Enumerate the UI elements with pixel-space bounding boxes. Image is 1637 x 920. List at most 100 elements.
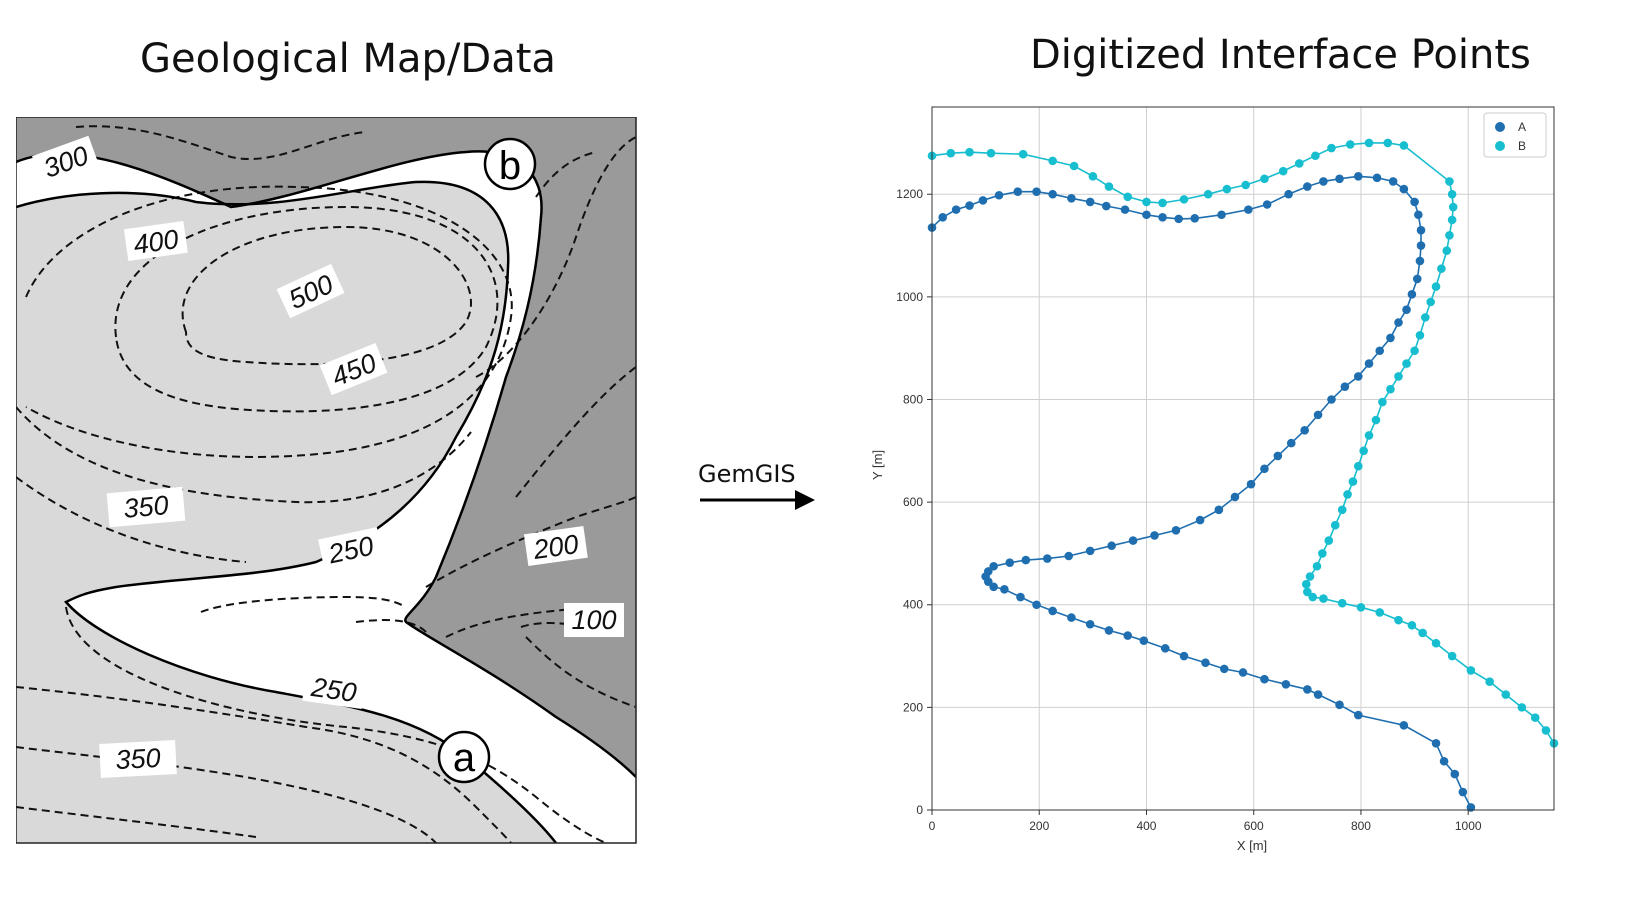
data-point-B	[1386, 384, 1395, 394]
x-tick-label: 600	[1244, 819, 1264, 833]
data-point-A	[1150, 531, 1159, 540]
svg-text:400: 400	[132, 224, 181, 260]
data-point-A	[1319, 177, 1328, 186]
data-point-A	[1238, 668, 1248, 677]
data-point-B	[1260, 174, 1269, 184]
data-point-A	[1313, 410, 1323, 420]
data-point-A	[1107, 541, 1116, 551]
data-point-A	[1142, 210, 1151, 220]
x-tick-label: 400	[1136, 819, 1156, 833]
point-b-marker: b	[483, 137, 537, 191]
plot-grid	[931, 107, 1554, 811]
data-point-A	[1032, 187, 1041, 196]
data-point-A	[1458, 787, 1468, 797]
svg-text:100: 100	[571, 605, 616, 635]
data-point-A	[1300, 425, 1309, 435]
data-point-A	[1064, 551, 1074, 561]
data-point-A	[1431, 738, 1441, 748]
contour-label-350-upper: 350	[106, 486, 186, 528]
data-point-A	[994, 190, 1004, 200]
data-point-A	[1085, 546, 1095, 556]
contour-label-200: 200	[523, 525, 588, 567]
data-point-B	[1303, 587, 1312, 597]
data-point-A	[1016, 592, 1025, 602]
data-point-A	[1407, 289, 1417, 299]
data-point-B	[1418, 628, 1427, 638]
data-point-A	[1013, 187, 1023, 196]
data-point-A	[1120, 205, 1130, 214]
x-tick-label: 1000	[1455, 819, 1482, 833]
data-point-B	[1327, 143, 1336, 153]
legend-label: A	[1518, 120, 1526, 134]
data-point-B	[946, 148, 956, 158]
data-point-A	[1388, 177, 1398, 186]
data-point-B	[1295, 159, 1304, 168]
data-point-A	[1260, 464, 1269, 474]
data-point-B	[1410, 346, 1419, 356]
data-point-A	[1217, 210, 1226, 220]
arrow-label: GemGIS	[698, 460, 796, 488]
data-point-B	[1312, 561, 1322, 571]
y-tick-label: 200	[903, 700, 923, 714]
data-point-B	[1364, 431, 1374, 440]
data-point-A	[978, 196, 988, 205]
y-tick-label: 400	[903, 598, 923, 612]
data-point-A	[1364, 359, 1374, 368]
data-point-B	[1308, 592, 1318, 602]
data-point-A	[1179, 651, 1189, 661]
data-point-B	[1301, 579, 1311, 589]
legend-label: B	[1518, 139, 1526, 153]
data-point-A	[1372, 173, 1382, 183]
data-point-B	[1466, 666, 1476, 675]
contour-lines	[16, 125, 636, 843]
plot-title: Digitized Interface Points	[1030, 32, 1531, 78]
data-point-B	[1048, 156, 1057, 166]
data-point-A	[989, 561, 998, 571]
data-point-B	[1359, 446, 1368, 456]
data-point-B	[1394, 615, 1403, 625]
data-point-A	[1439, 756, 1449, 766]
data-point-A	[1160, 644, 1170, 653]
x-tick-label: 0	[929, 819, 936, 833]
data-point-B	[1356, 603, 1366, 612]
data-point-B	[1407, 620, 1417, 630]
data-point-B	[1353, 461, 1363, 471]
data-point-B	[1330, 520, 1340, 530]
data-point-A	[1450, 769, 1460, 779]
data-point-B	[1530, 713, 1540, 722]
data-point-A	[1399, 184, 1409, 194]
data-point-B	[1142, 197, 1151, 207]
data-point-A	[1313, 690, 1323, 699]
data-point-A	[1139, 636, 1149, 645]
data-point-A	[1284, 189, 1293, 199]
data-point-B	[1319, 594, 1328, 603]
data-point-A	[1353, 710, 1363, 720]
interface-points-plot: 0 200 400 600 800 1000 0 200 400 600 800 1000 1200 X…	[860, 100, 1637, 915]
data-point-A	[1101, 201, 1111, 211]
data-point-A	[1171, 526, 1181, 535]
data-point-A	[1402, 305, 1411, 314]
data-point-B	[1345, 140, 1355, 149]
data-point-A	[1416, 241, 1426, 250]
legend-box	[1483, 112, 1547, 158]
contour-label-100: 100	[564, 603, 624, 637]
y-tick-label: 600	[903, 495, 923, 509]
data-point-B	[1445, 177, 1454, 186]
data-point-A	[1375, 346, 1385, 356]
data-point-A	[951, 205, 961, 214]
data-point-B	[1402, 359, 1411, 368]
data-point-B	[1383, 138, 1393, 148]
data-point-B	[965, 147, 974, 157]
data-point-B	[1448, 202, 1458, 212]
data-point-A	[1104, 626, 1114, 635]
axis-ticks: 0 200 400 600 800 1000 0 200 400 600 800 1000 1200	[896, 187, 1482, 833]
data-point-B	[1241, 180, 1250, 190]
data-point-A	[989, 582, 998, 592]
data-point-B	[1364, 138, 1374, 148]
data-point-A	[1158, 213, 1167, 222]
data-point-B	[1485, 677, 1494, 687]
contour-label-350-lower: 350	[99, 740, 177, 778]
data-point-A	[1067, 613, 1076, 622]
data-point-B	[1158, 198, 1167, 208]
data-point-A	[1303, 685, 1312, 694]
